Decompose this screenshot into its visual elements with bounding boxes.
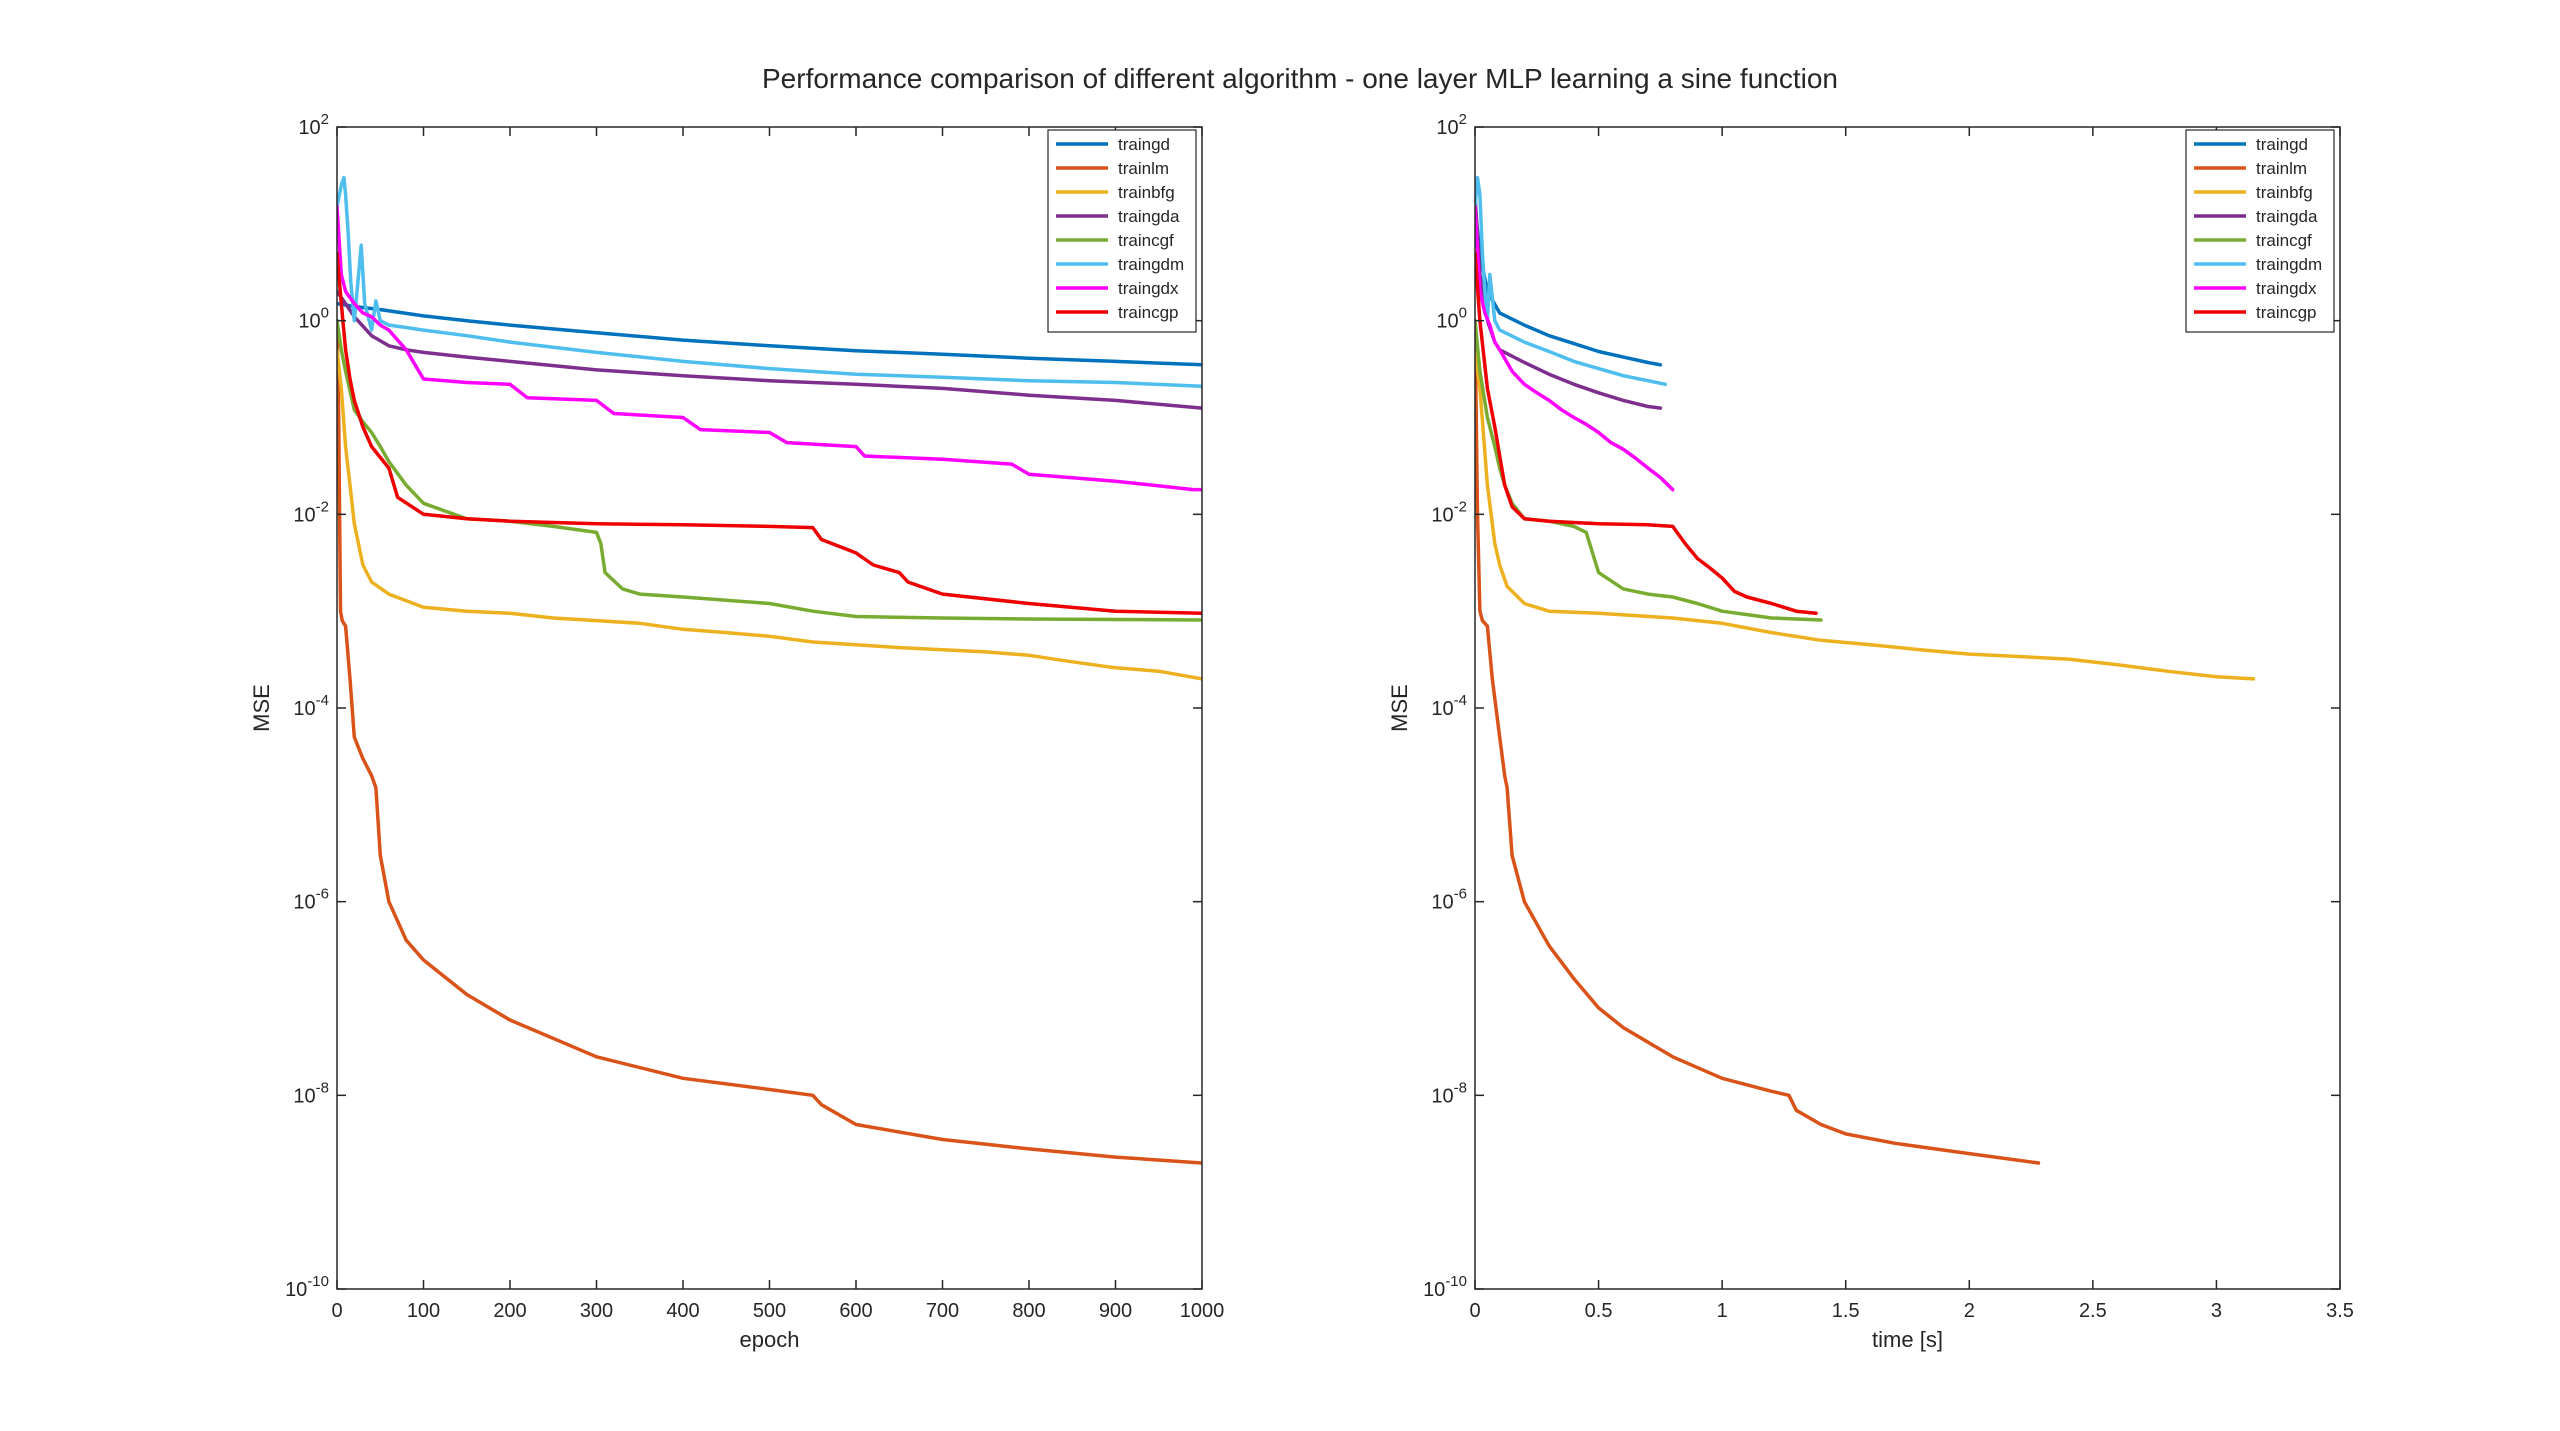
x-tick-label: 0 bbox=[331, 1300, 342, 1322]
legend-label-traingda: traingda bbox=[1118, 207, 1180, 226]
legend-label-traincgf: traincgf bbox=[1118, 231, 1174, 250]
x-tick-label: 1000 bbox=[1180, 1300, 1225, 1322]
series-line-trainlm bbox=[1475, 318, 2041, 1165]
legend-label-traingda: traingda bbox=[2256, 207, 2318, 226]
y-tick-label: 10-8 bbox=[293, 1079, 329, 1107]
series-line-traingdx bbox=[1475, 205, 1675, 492]
x-tick-label: 800 bbox=[1012, 1300, 1045, 1322]
x-tick-label: 900 bbox=[1099, 1300, 1132, 1322]
x-tick-label: 300 bbox=[580, 1300, 613, 1322]
series-line-trainbfg bbox=[1475, 348, 2256, 681]
y-tick-label: 10-10 bbox=[1423, 1273, 1467, 1301]
series-line-traingd bbox=[337, 301, 1202, 367]
x-tick-label: 700 bbox=[926, 1300, 959, 1322]
y-tick-label: 10-2 bbox=[1431, 498, 1467, 526]
x-tick-label: 2.5 bbox=[2079, 1300, 2107, 1322]
legend-label-trainlm: trainlm bbox=[2256, 159, 2307, 178]
series-line-traincgp bbox=[1475, 251, 1818, 616]
series-line-trainlm bbox=[337, 318, 1202, 1165]
series-group bbox=[1475, 175, 2256, 1165]
y-tick-label: 102 bbox=[298, 111, 329, 139]
y-tick-label: 100 bbox=[298, 305, 329, 333]
legend-label-traincgp: traincgp bbox=[1118, 303, 1178, 322]
x-tick-label: 400 bbox=[666, 1300, 699, 1322]
legend-label-traingd: traingd bbox=[1118, 135, 1170, 154]
series-line-traingda bbox=[337, 289, 1202, 410]
y-tick-label: 10-6 bbox=[1431, 886, 1467, 914]
series-line-trainbfg bbox=[337, 348, 1202, 681]
legend: traingd trainlm trainbfg traingda traincgf tr… bbox=[2185, 129, 2335, 333]
series-line-traincgf bbox=[1475, 318, 1823, 622]
legend-box bbox=[2185, 129, 2335, 333]
series-line-traingdm bbox=[1475, 175, 1668, 387]
y-axis-label: MSE bbox=[1387, 684, 1412, 732]
y-tick-label: 10-4 bbox=[1431, 692, 1467, 720]
y-tick-label: 10-2 bbox=[293, 498, 329, 526]
legend: traingd trainlm trainbfg traingda traincgf tr… bbox=[1047, 129, 1197, 333]
series-line-traingdm bbox=[337, 175, 1202, 389]
x-tick-label: 100 bbox=[407, 1300, 440, 1322]
x-tick-label: 3 bbox=[2211, 1300, 2222, 1322]
legend-label-traingdm: traingdm bbox=[1118, 255, 1184, 274]
x-tick-label: 600 bbox=[839, 1300, 872, 1322]
series-line-traincgp bbox=[337, 251, 1202, 616]
x-tick-label: 2 bbox=[1964, 1300, 1975, 1322]
x-axis-label: epoch bbox=[740, 1327, 800, 1352]
x-tick-label: 1.5 bbox=[1832, 1300, 1860, 1322]
x-tick-label: 3.5 bbox=[2326, 1300, 2354, 1322]
y-tick-label: 10-6 bbox=[293, 886, 329, 914]
y-tick-label: 10-4 bbox=[293, 692, 329, 720]
legend-box bbox=[1047, 129, 1197, 333]
legend-label-traingd: traingd bbox=[2256, 135, 2308, 154]
legend-label-trainlm: trainlm bbox=[1118, 159, 1169, 178]
legend-label-trainbfg: trainbfg bbox=[2256, 183, 2313, 202]
y-tick-label: 102 bbox=[1436, 111, 1467, 139]
y-axis-label: MSE bbox=[249, 684, 274, 732]
legend-label-trainbfg: trainbfg bbox=[1118, 183, 1175, 202]
series-group bbox=[337, 175, 1202, 1165]
legend-label-traincgf: traincgf bbox=[2256, 231, 2312, 250]
axes-epoch: 0 100 200 300 400 500 600 700 800 900 1000 10-10 10-… bbox=[249, 111, 1224, 1352]
x-tick-label: 1 bbox=[1717, 1300, 1728, 1322]
series-line-traingdx bbox=[337, 205, 1202, 492]
legend-label-traingdx: traingdx bbox=[2256, 279, 2317, 298]
y-tick-label: 100 bbox=[1436, 305, 1467, 333]
series-line-traincgf bbox=[337, 318, 1202, 622]
legend-label-traingdm: traingdm bbox=[2256, 255, 2322, 274]
legend-label-traincgp: traincgp bbox=[2256, 303, 2316, 322]
axes-time: 0 0.5 1 1.5 2 2.5 3 3.5 10-10 10-8 10-6 10-4 10-2 100… bbox=[1387, 111, 2354, 1352]
x-tick-label: 0.5 bbox=[1585, 1300, 1613, 1322]
x-tick-label: 200 bbox=[493, 1300, 526, 1322]
x-tick-label: 500 bbox=[753, 1300, 786, 1322]
figure-title: Performance comparison of different algo… bbox=[762, 63, 1838, 94]
x-axis-label: time [s] bbox=[1872, 1327, 1943, 1352]
x-tick-label: 0 bbox=[1469, 1300, 1480, 1322]
y-tick-label: 10-8 bbox=[1431, 1079, 1467, 1107]
legend-label-traingdx: traingdx bbox=[1118, 279, 1179, 298]
y-tick-label: 10-10 bbox=[285, 1273, 329, 1301]
